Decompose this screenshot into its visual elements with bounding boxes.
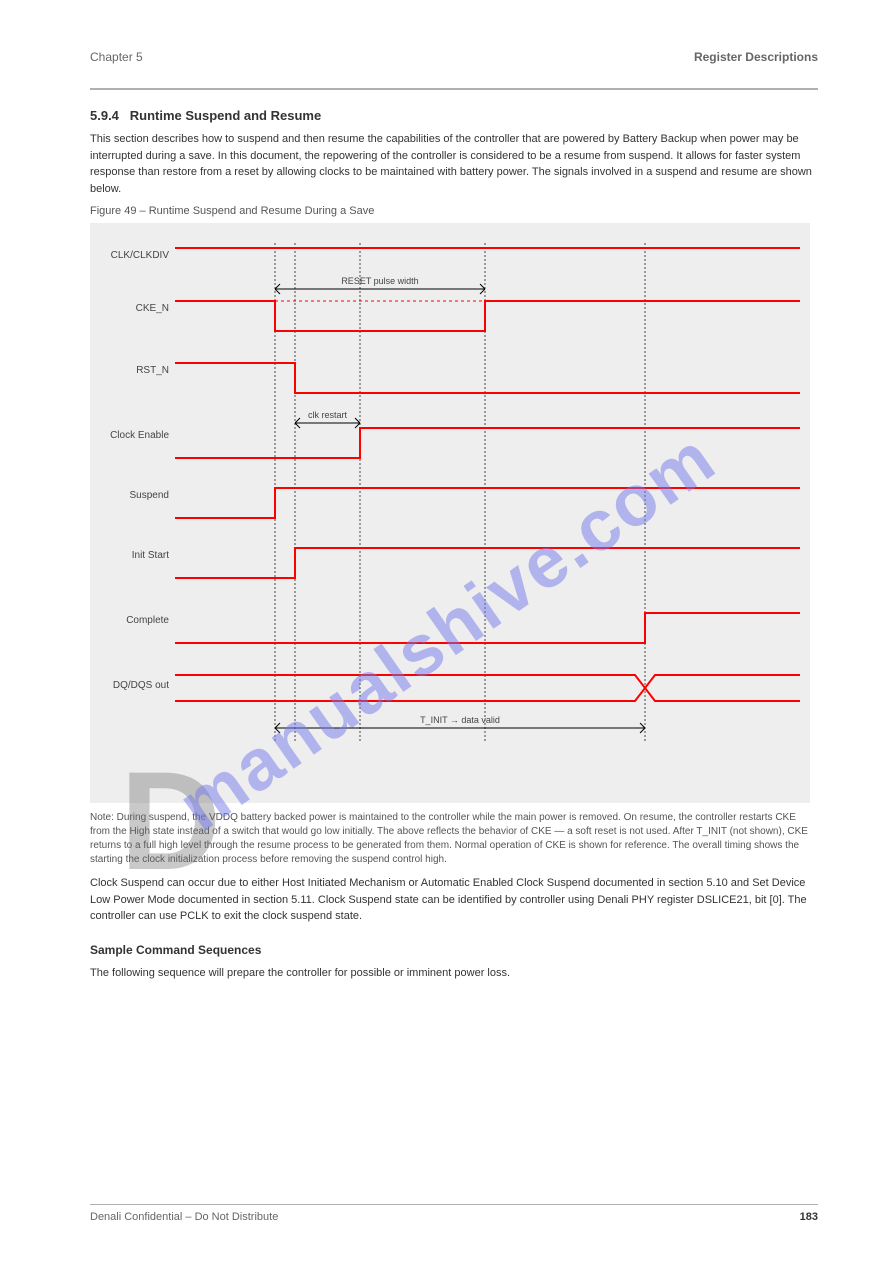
- footer-rule: [90, 1204, 818, 1205]
- signal-label-suspend: Suspend: [94, 490, 169, 501]
- page-header: Chapter 5 Register Descriptions: [90, 50, 818, 80]
- signal-label-init: Init Start: [94, 550, 169, 561]
- svg-text:T_INIT → data valid: T_INIT → data valid: [420, 715, 500, 725]
- timing-svg: RESET pulse width clk restart T_INIT → dat…: [90, 223, 810, 803]
- svg-text:clk restart: clk restart: [308, 410, 348, 420]
- footer-page-number: 183: [800, 1211, 818, 1223]
- signal-label-clken: Clock Enable: [94, 430, 169, 441]
- figure-caption: Figure 49 – Runtime Suspend and Resume D…: [90, 205, 818, 217]
- footer-doc-label: Denali Confidential – Do Not Distribute: [90, 1211, 278, 1223]
- section-number: 5.9.4: [90, 108, 119, 123]
- page-footer: Denali Confidential – Do Not Distribute …: [90, 1196, 818, 1223]
- page-root: Chapter 5 Register Descriptions 5.9.4 Ru…: [0, 0, 893, 1263]
- header-rule: [90, 88, 818, 90]
- chapter-title: Register Descriptions: [694, 50, 818, 64]
- sample-sequence-body: The following sequence will prepare the …: [90, 965, 818, 982]
- timing-diagram: RESET pulse width clk restart T_INIT → dat…: [90, 223, 810, 803]
- body-paragraph-1: This section describes how to suspend an…: [90, 131, 818, 197]
- signal-label-cke: CKE_N: [94, 303, 169, 314]
- signal-label-data: DQ/DQS out: [94, 680, 169, 691]
- section-heading: 5.9.4 Runtime Suspend and Resume: [90, 108, 818, 123]
- signal-label-complete: Complete: [94, 615, 169, 626]
- figure-note: Note: During suspend, the VDDQ battery b…: [90, 811, 818, 867]
- signal-label-rst: RST_N: [94, 365, 169, 376]
- chapter-label: Chapter 5: [90, 50, 143, 64]
- section-title-text: Runtime Suspend and Resume: [130, 108, 321, 123]
- body-paragraph-2: Clock Suspend can occur due to either Ho…: [90, 875, 818, 925]
- svg-text:RESET pulse width: RESET pulse width: [341, 276, 418, 286]
- sample-sequence-heading: Sample Command Sequences: [90, 943, 818, 957]
- signal-label-clk: CLK/CLKDIV: [94, 250, 169, 261]
